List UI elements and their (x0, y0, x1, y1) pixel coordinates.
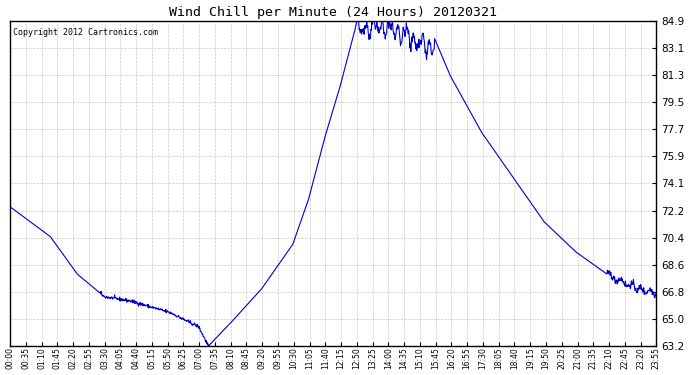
Title: Wind Chill per Minute (24 Hours) 20120321: Wind Chill per Minute (24 Hours) 2012032… (169, 6, 497, 18)
Text: Copyright 2012 Cartronics.com: Copyright 2012 Cartronics.com (13, 28, 158, 37)
